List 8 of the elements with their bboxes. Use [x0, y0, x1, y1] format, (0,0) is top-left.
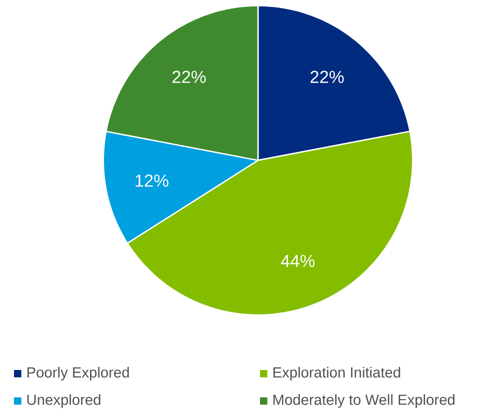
legend-label: Unexplored: [27, 394, 100, 408]
data-label: 22%: [310, 70, 344, 84]
data-label: 22%: [172, 70, 206, 84]
legend-label: Moderately to Well Explored: [273, 394, 454, 408]
data-label: 12%: [136, 174, 168, 187]
legend-label: Exploration Initiated: [273, 366, 400, 380]
legend-label: Poorly Explored: [27, 366, 129, 380]
data-label: 44%: [280, 254, 315, 268]
